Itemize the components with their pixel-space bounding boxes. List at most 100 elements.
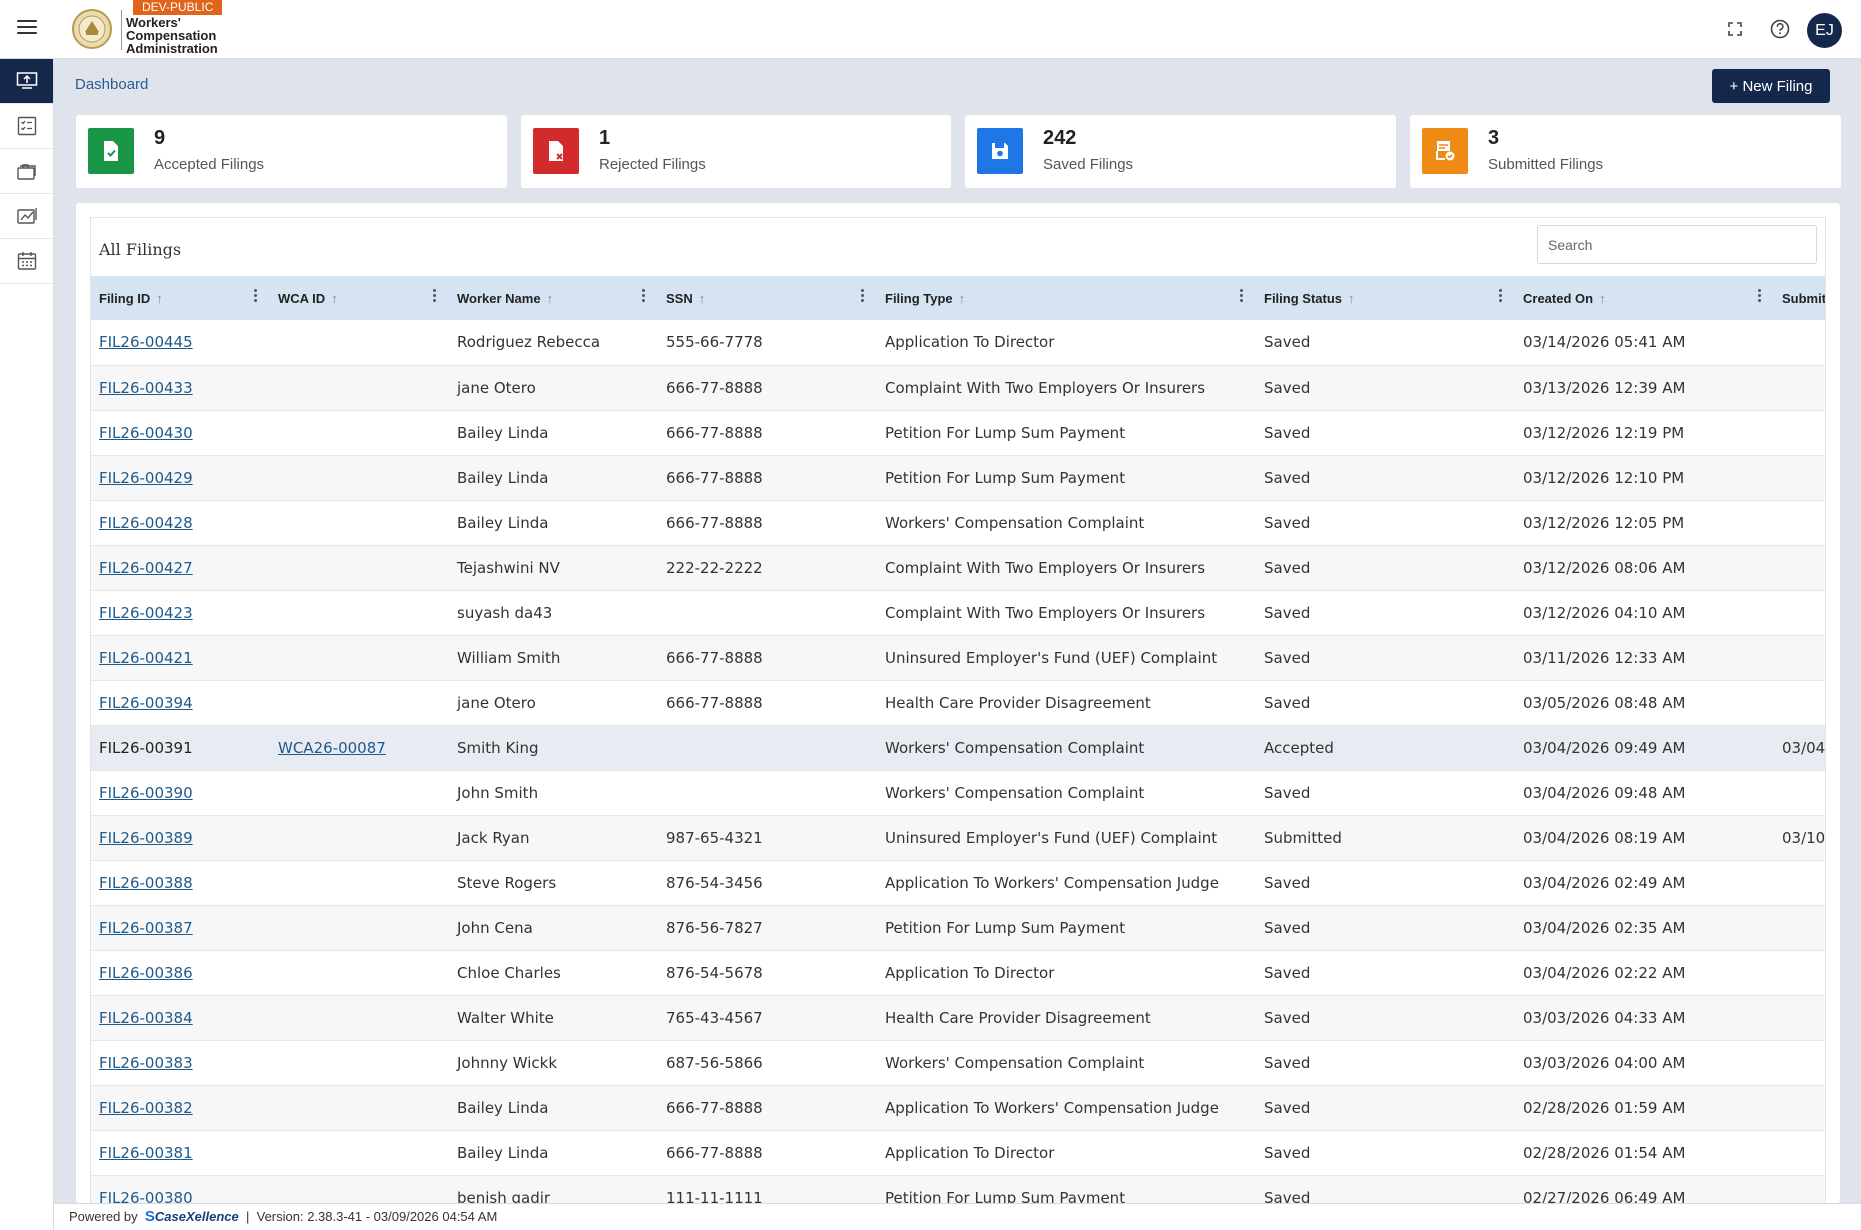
cell-filing-type-text: Petition For Lump Sum Payment	[885, 423, 1126, 442]
filing-id-link[interactable]: FIL26-00383	[99, 1053, 193, 1072]
table-row[interactable]: FIL26-00389 Jack Ryan 987-65-4321 Uninsured…	[91, 815, 1825, 861]
column-menu-icon[interactable]	[1499, 289, 1503, 305]
col-header-submitted-on[interactable]: Submit	[1774, 276, 1825, 320]
col-header-filing-type[interactable]: Filing Type ↑	[877, 276, 1256, 320]
filing-id-link[interactable]: FIL26-00433	[99, 378, 193, 397]
column-menu-icon[interactable]	[861, 289, 865, 305]
table-row[interactable]: FIL26-00390 John Smith Workers' Compensati…	[91, 770, 1825, 816]
cell-filing-type: Complaint With Two Employers Or Insurers	[877, 590, 1256, 636]
cell-ssn	[658, 590, 877, 636]
cell-created-on: 03/04/2026 02:49 AM	[1515, 860, 1774, 906]
table-row[interactable]: FIL26-00380 benish qadir 111-11-1111 Petiti…	[91, 1175, 1825, 1204]
new-filing-button[interactable]: + New Filing	[1712, 69, 1830, 103]
stat-card-submitted[interactable]: 3 Submitted Filings	[1410, 115, 1841, 188]
stat-card-saved[interactable]: 242 Saved Filings	[965, 115, 1396, 188]
cell-worker-name-text: Bailey Linda	[457, 468, 549, 487]
sidebar-item-dashboard[interactable]	[0, 59, 53, 104]
hamburger-menu-icon[interactable]	[17, 20, 37, 36]
user-avatar[interactable]: EJ	[1807, 13, 1842, 48]
sidebar-item-calendar[interactable]	[0, 239, 53, 284]
cell-submitted-on	[1774, 500, 1825, 546]
table-row[interactable]: FIL26-00391 WCA26-00087 Smith King Workers'…	[91, 725, 1825, 771]
column-menu-icon[interactable]	[1240, 289, 1244, 305]
sidebar-item-cases[interactable]	[0, 149, 53, 194]
filings-panel: All Filings Filing ID ↑ WCA ID ↑ Worker Na…	[76, 203, 1840, 1203]
filing-id-link[interactable]: FIL26-00427	[99, 558, 193, 577]
cell-filing-status: Saved	[1256, 500, 1515, 546]
fullscreen-icon[interactable]	[1724, 18, 1746, 40]
filing-id-link[interactable]: FIL26-00387	[99, 918, 193, 937]
col-header-filing-status[interactable]: Filing Status ↑	[1256, 276, 1515, 320]
stat-card-rejected[interactable]: 1 Rejected Filings	[521, 115, 951, 188]
sidebar-item-reports[interactable]	[0, 194, 53, 239]
stat-card-accepted[interactable]: 9 Accepted Filings	[76, 115, 507, 188]
cell-worker-name-text: Smith King	[457, 738, 539, 757]
sort-arrow-icon[interactable]: ↑	[156, 290, 163, 306]
table-row[interactable]: FIL26-00387 John Cena 876-56-7827 Petition …	[91, 905, 1825, 951]
filing-id-link[interactable]: FIL26-00430	[99, 423, 193, 442]
sort-arrow-icon[interactable]: ↑	[1348, 290, 1355, 306]
sort-arrow-icon[interactable]: ↑	[1599, 290, 1606, 306]
filing-id-link[interactable]: FIL26-00390	[99, 783, 193, 802]
table-row[interactable]: FIL26-00384 Walter White 765-43-4567 Health…	[91, 995, 1825, 1041]
table-row[interactable]: FIL26-00427 Tejashwini NV 222-22-2222 Compl…	[91, 545, 1825, 591]
cell-filing-status: Saved	[1256, 1040, 1515, 1086]
filing-id-link[interactable]: FIL26-00428	[99, 513, 193, 532]
cell-filing-id: FIL26-00394	[91, 680, 270, 726]
sort-arrow-icon[interactable]: ↑	[958, 290, 966, 306]
cell-worker-name-text: Steve Rogers	[457, 873, 557, 892]
filing-id-link[interactable]: FIL26-00445	[99, 333, 193, 352]
table-row[interactable]: FIL26-00430 Bailey Linda 666-77-8888 Petiti…	[91, 410, 1825, 456]
table-row[interactable]: FIL26-00433 jane Otero 666-77-8888 Complain…	[91, 365, 1825, 411]
search-input[interactable]	[1537, 225, 1817, 264]
filing-id-link[interactable]: FIL26-00384	[99, 1008, 193, 1027]
column-menu-icon[interactable]	[433, 289, 437, 305]
column-menu-icon[interactable]	[254, 289, 258, 305]
wca-id-link[interactable]: WCA26-00087	[278, 738, 386, 757]
table-row[interactable]: FIL26-00383 Johnny Wickk 687-56-5866 Worker…	[91, 1040, 1825, 1086]
cell-ssn-text: 111-11-1111	[666, 1188, 763, 1204]
col-header-ssn[interactable]: SSN ↑	[658, 276, 877, 320]
table-row[interactable]: FIL26-00445 Rodriguez Rebecca 555-66-7778 A…	[91, 320, 1825, 366]
col-header-label: SSN	[666, 290, 693, 306]
filing-id-link[interactable]: FIL26-00386	[99, 963, 193, 982]
cell-wca-id	[270, 635, 449, 681]
table-row[interactable]: FIL26-00423 suyash da43 Complaint With Two…	[91, 590, 1825, 636]
cell-filing-status-text: Saved	[1264, 423, 1311, 442]
breadcrumb[interactable]: Dashboard	[75, 76, 149, 93]
table-row[interactable]: FIL26-00429 Bailey Linda 666-77-8888 Petiti…	[91, 455, 1825, 501]
table-row[interactable]: FIL26-00388 Steve Rogers 876-54-3456 Applic…	[91, 860, 1825, 906]
column-menu-icon[interactable]	[1758, 289, 1762, 305]
filing-id-link[interactable]: FIL26-00389	[99, 828, 193, 847]
sort-arrow-icon[interactable]: ↑	[331, 290, 338, 306]
table-row[interactable]: FIL26-00394 jane Otero 666-77-8888 Health C…	[91, 680, 1825, 726]
filing-id-link[interactable]: FIL26-00380	[99, 1188, 193, 1204]
table-row[interactable]: FIL26-00381 Bailey Linda 666-77-8888 Applic…	[91, 1130, 1825, 1176]
column-menu-icon[interactable]	[642, 289, 646, 305]
cell-submitted-on	[1774, 590, 1825, 636]
filing-id-link[interactable]: FIL26-00423	[99, 603, 193, 622]
sort-arrow-icon[interactable]: ↑	[698, 290, 706, 306]
table-row[interactable]: FIL26-00382 Bailey Linda 666-77-8888 Applic…	[91, 1085, 1825, 1131]
filing-id-link[interactable]: FIL26-00388	[99, 873, 193, 892]
filing-id-link[interactable]: FIL26-00394	[99, 693, 193, 712]
col-header-created-on[interactable]: Created On ↑	[1515, 276, 1774, 320]
sidebar-item-checklist[interactable]	[0, 104, 53, 149]
cell-wca-id: WCA26-00087	[270, 725, 449, 771]
filing-id-link[interactable]: FIL26-00382	[99, 1098, 193, 1117]
sort-arrow-icon[interactable]: ↑	[546, 290, 554, 306]
table-row[interactable]: FIL26-00386 Chloe Charles 876-54-5678 Appli…	[91, 950, 1825, 996]
col-header-wca-id[interactable]: WCA ID ↑	[270, 276, 449, 320]
cell-submitted-on	[1774, 1130, 1825, 1176]
table-row[interactable]: FIL26-00421 William Smith 666-77-8888 Unins…	[91, 635, 1825, 681]
table-row[interactable]: FIL26-00428 Bailey Linda 666-77-8888 Worker…	[91, 500, 1825, 546]
col-header-worker-name[interactable]: Worker Name ↑	[449, 276, 658, 320]
filing-id-link[interactable]: FIL26-00421	[99, 648, 193, 667]
cell-worker-name: Bailey Linda	[449, 455, 658, 501]
cell-wca-id	[270, 320, 449, 366]
col-header-filing-id[interactable]: Filing ID ↑	[91, 276, 270, 320]
logo-divider	[121, 10, 122, 50]
filing-id-link[interactable]: FIL26-00429	[99, 468, 193, 487]
help-icon[interactable]	[1769, 18, 1791, 40]
filing-id-link[interactable]: FIL26-00381	[99, 1143, 193, 1162]
